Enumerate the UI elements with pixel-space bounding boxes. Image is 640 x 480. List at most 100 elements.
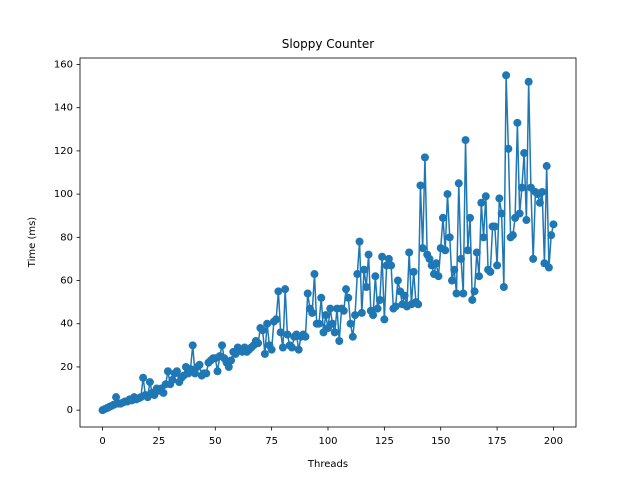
data-point: [502, 71, 511, 80]
data-point: [454, 179, 463, 188]
data-point: [373, 304, 382, 313]
data-point: [457, 254, 466, 263]
data-point: [267, 345, 276, 354]
data-point: [190, 369, 199, 378]
x-tick-label: 50: [209, 436, 222, 447]
x-tick-label: 0: [99, 436, 105, 447]
y-tick-label: 0: [67, 405, 73, 416]
data-point: [495, 194, 504, 203]
data-point: [486, 267, 495, 276]
data-point: [314, 319, 323, 328]
chart-title: Sloppy Counter: [282, 37, 374, 51]
data-point: [434, 272, 443, 281]
data-point: [470, 287, 479, 296]
data-point: [360, 265, 369, 274]
data-point: [468, 295, 477, 304]
data-point: [294, 345, 303, 354]
y-axis-label: Time (ms): [27, 217, 38, 269]
data-point: [400, 291, 409, 300]
data-point: [438, 213, 447, 222]
data-line: [102, 74, 555, 411]
data-point: [364, 250, 373, 259]
data-point: [328, 319, 337, 328]
data-point: [450, 265, 459, 274]
data-point: [549, 220, 558, 229]
data-point: [497, 209, 506, 218]
data-point: [362, 283, 371, 292]
data-point: [188, 341, 197, 350]
data-point: [287, 343, 296, 352]
data-point: [384, 254, 393, 263]
data-point: [224, 362, 233, 371]
data-point: [283, 330, 292, 339]
data-point: [493, 261, 502, 270]
data-point: [463, 246, 472, 255]
data-point: [393, 276, 402, 285]
data-point: [472, 248, 481, 257]
data-point: [504, 144, 513, 153]
x-tick-label: 125: [375, 436, 394, 447]
data-point: [418, 244, 427, 253]
data-point: [481, 192, 490, 201]
data-point: [371, 272, 380, 281]
data-point: [409, 267, 418, 276]
data-point: [168, 375, 177, 384]
data-point: [339, 306, 348, 315]
data-point: [317, 293, 326, 302]
data-point: [213, 367, 222, 376]
data-point: [342, 285, 351, 294]
x-tick-label: 75: [265, 436, 278, 447]
data-point: [301, 332, 310, 341]
data-point: [346, 319, 355, 328]
data-point: [195, 360, 204, 369]
data-point: [357, 308, 366, 317]
data-point: [522, 216, 531, 225]
y-tick-label: 40: [60, 319, 73, 330]
data-point: [441, 246, 450, 255]
data-point: [353, 270, 362, 279]
data-point: [513, 118, 522, 127]
data-point: [414, 300, 423, 309]
data-point: [355, 237, 364, 246]
data-point: [139, 373, 148, 382]
data-point: [416, 181, 425, 190]
x-tick-label: 25: [153, 436, 166, 447]
y-tick-label: 160: [54, 59, 73, 70]
data-point: [369, 311, 378, 320]
data-point: [420, 153, 429, 162]
data-point: [461, 136, 470, 145]
data-point: [508, 231, 517, 240]
y-tick-label: 60: [60, 276, 73, 287]
y-tick-label: 100: [54, 189, 73, 200]
data-point: [432, 259, 441, 268]
data-point: [348, 332, 357, 341]
x-tick-label: 100: [318, 436, 337, 447]
data-point: [344, 293, 353, 302]
y-tick-label: 20: [60, 362, 73, 373]
x-tick-label: 200: [544, 436, 563, 447]
data-point: [452, 289, 461, 298]
data-point: [321, 311, 330, 320]
data-point: [479, 233, 488, 242]
data-point: [202, 369, 211, 378]
y-tick-label: 140: [54, 103, 73, 114]
data-point: [276, 328, 285, 337]
data-point: [535, 198, 544, 207]
data-point: [278, 343, 287, 352]
data-point: [303, 289, 312, 298]
data-point: [459, 289, 468, 298]
data-point: [499, 283, 508, 292]
data-point: [425, 254, 434, 263]
data-point: [159, 388, 168, 397]
data-point: [466, 213, 475, 222]
y-tick-label: 80: [60, 232, 73, 243]
data-point: [351, 311, 360, 320]
data-point: [310, 270, 319, 279]
data-point: [475, 272, 484, 281]
data-point: [112, 393, 121, 402]
data-point: [260, 349, 269, 358]
data-point: [330, 328, 339, 337]
data-point: [227, 356, 236, 365]
data-point: [263, 319, 272, 328]
